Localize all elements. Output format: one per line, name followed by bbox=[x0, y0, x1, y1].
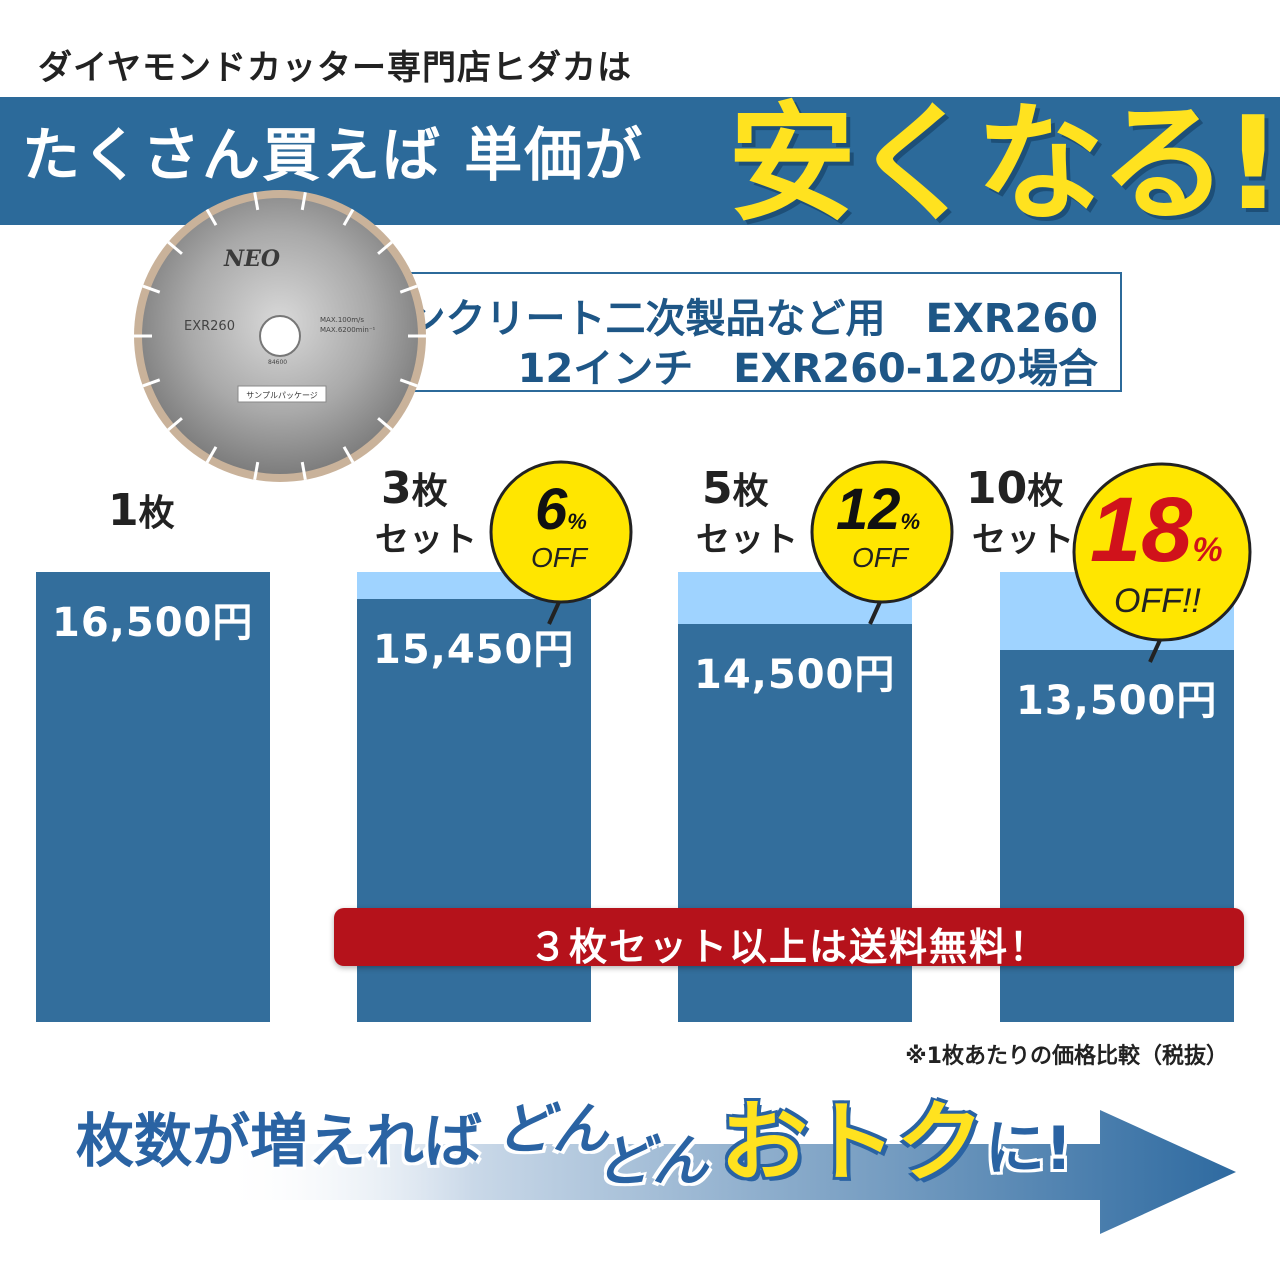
discount-percent-sign: % bbox=[900, 509, 921, 534]
tier-quantity: 5枚 bbox=[702, 462, 769, 514]
diamond-blade-image: NEO EXR260 MAX.100m/s MAX.6200min⁻¹ 8460… bbox=[134, 190, 426, 482]
slogan-lead: 枚数が増えれば bbox=[76, 1107, 483, 1175]
tier-unit: 枚 bbox=[138, 493, 175, 534]
slogan-tail: に! bbox=[985, 1114, 1073, 1184]
discount-badge bbox=[1072, 462, 1252, 663]
discount-percent: 6% bbox=[535, 476, 587, 543]
discount-badge bbox=[489, 460, 633, 625]
bar-value-label: 14,500円 bbox=[694, 652, 896, 698]
free-shipping-banner: ３枚セット以上は送料無料！ bbox=[334, 908, 1244, 969]
blade-spec-rpm: MAX.6200min⁻¹ bbox=[320, 326, 376, 334]
slogan-repeat-2: どん bbox=[596, 1129, 708, 1194]
bar bbox=[36, 572, 270, 1022]
product-size: 12インチ EXR260-12の場合 bbox=[517, 346, 1098, 392]
slogan-emphasis: おトク bbox=[720, 1091, 985, 1194]
discount-percent-sign: % bbox=[567, 509, 587, 534]
discount-percent-value: 12 bbox=[836, 477, 901, 542]
tier-set-label: セット bbox=[375, 520, 477, 560]
shop-tagline: ダイヤモンドカッター専門店ヒダカは bbox=[38, 48, 632, 88]
bar-value-label: 15,450円 bbox=[373, 627, 575, 674]
blade-model: EXR260 bbox=[184, 319, 235, 334]
blade-slot bbox=[399, 378, 418, 388]
price-note: ※1枚あたりの価格比較（税抜） bbox=[905, 1044, 1228, 1069]
header-band bbox=[0, 97, 1280, 225]
free-shipping-text: ３枚セット以上は送料無料！ bbox=[528, 925, 1049, 969]
tier-count: 5 bbox=[702, 463, 733, 514]
tier-quantity: 1枚 bbox=[108, 484, 175, 536]
blade-slot bbox=[253, 191, 260, 211]
discount-percent: 12% bbox=[836, 476, 920, 543]
product-name: コンクリート二次製品など用 EXR260 bbox=[365, 296, 1098, 342]
blade-slot bbox=[399, 284, 418, 294]
tier-count: 1 bbox=[108, 485, 139, 536]
blade-slot bbox=[342, 446, 355, 464]
slogan-repeat-1: どん bbox=[496, 1097, 608, 1162]
blade-slot bbox=[300, 191, 307, 211]
product-info-box: コンクリート二次製品など用 EXR260 12インチ EXR260-12の場合 bbox=[366, 272, 1122, 392]
blade-slot bbox=[300, 461, 307, 481]
blade-slot bbox=[167, 417, 183, 431]
blade-slot bbox=[167, 241, 183, 255]
blade-package-label: サンプルパッケージ bbox=[246, 391, 318, 400]
blade-code: 84600 bbox=[268, 359, 287, 366]
blade-slot bbox=[342, 208, 355, 226]
blade-slot bbox=[253, 461, 260, 481]
discount-percent-value: 18 bbox=[1090, 479, 1193, 581]
blade-slot bbox=[205, 446, 218, 464]
blade-slot bbox=[205, 208, 218, 226]
blade-slot bbox=[142, 284, 161, 294]
tier-unit: 枚 bbox=[411, 471, 448, 512]
arrow-right-icon bbox=[220, 1110, 1236, 1234]
blade-slot bbox=[377, 417, 393, 431]
tier-count: 3 bbox=[381, 463, 412, 514]
tier-set-label: セット bbox=[696, 520, 798, 560]
discount-off-label: OFF bbox=[531, 542, 587, 573]
blade-brand: NEO bbox=[223, 246, 280, 272]
tier-unit: 枚 bbox=[732, 471, 769, 512]
blade-spec-speed: MAX.100m/s bbox=[320, 316, 364, 324]
tier-count: 10 bbox=[966, 463, 1028, 514]
tier-quantity: 10枚 bbox=[966, 462, 1063, 514]
headline-text: たくさん買えば 単価が bbox=[22, 121, 645, 189]
discount-percent-sign: % bbox=[1192, 531, 1223, 569]
bar-value-label: 13,500円 bbox=[1016, 678, 1218, 724]
tier-set-label: セット bbox=[972, 520, 1074, 560]
tier-quantity: 3枚 bbox=[381, 462, 448, 514]
blade-slot bbox=[142, 378, 161, 388]
discount-off-label: OFF!! bbox=[1114, 582, 1201, 620]
headline-emphasis: 安くなる! bbox=[728, 90, 1280, 239]
discount-off-label: OFF bbox=[852, 542, 908, 573]
discount-badge bbox=[810, 460, 954, 625]
bar-value-label: 16,500円 bbox=[52, 600, 254, 646]
discount-percent-value: 6 bbox=[535, 477, 568, 542]
discount-percent: 18% bbox=[1090, 478, 1223, 583]
blade-slot bbox=[377, 241, 393, 255]
tier-unit: 枚 bbox=[1027, 471, 1064, 512]
